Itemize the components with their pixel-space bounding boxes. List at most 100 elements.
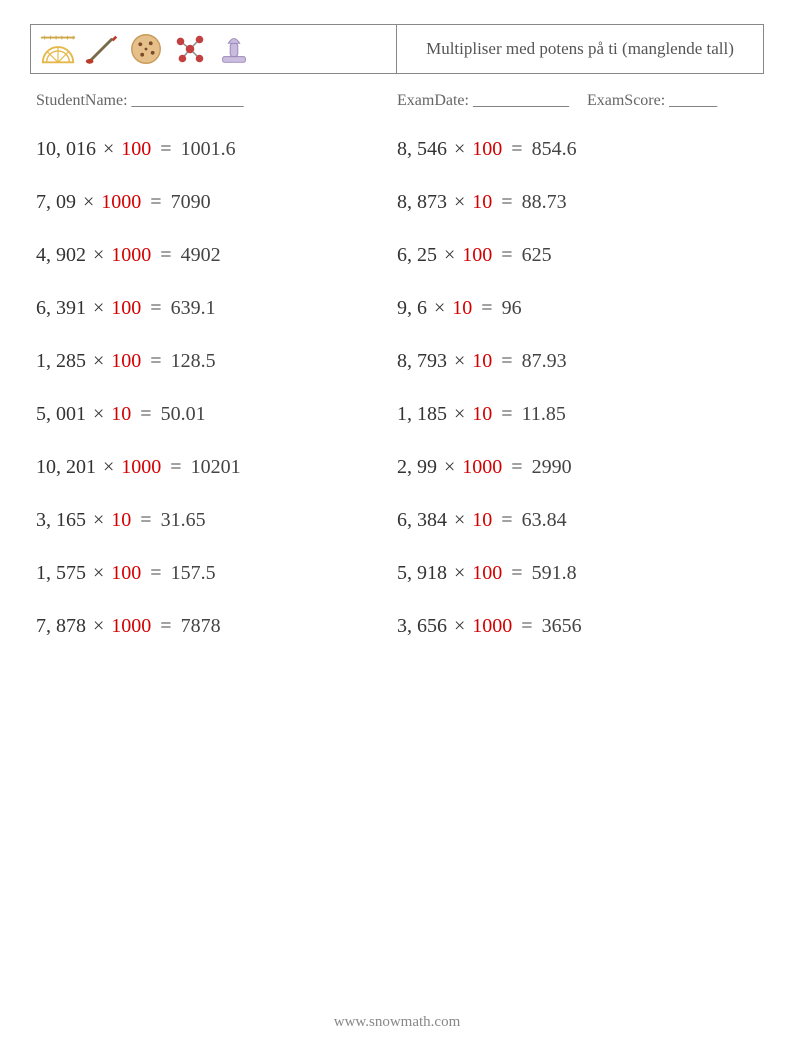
multiply-operator: ×	[452, 615, 472, 637]
result-value: 625	[522, 244, 552, 266]
result-value: 88.73	[522, 191, 567, 213]
power-of-ten: 10	[472, 403, 492, 425]
equals-sign: =	[141, 297, 170, 319]
power-of-ten: 100	[472, 562, 502, 584]
result-value: 2990	[532, 456, 572, 478]
power-of-ten: 100	[462, 244, 492, 266]
multiply-operator: ×	[452, 403, 472, 425]
equals-sign: =	[131, 403, 160, 425]
footer-url: www.snowmath.com	[0, 1014, 794, 1031]
power-of-ten: 10	[111, 403, 131, 425]
problems-column-left: 10, 016 × 100 = 1001.6 7, 09 × 1000 = 709…	[36, 138, 397, 638]
problem-row: 6, 391 × 100 = 639.1	[36, 297, 397, 320]
power-of-ten: 10	[472, 350, 492, 372]
power-of-ten: 10	[472, 191, 492, 213]
power-of-ten: 10	[472, 509, 492, 531]
multiply-operator: ×	[91, 509, 111, 531]
equals-sign: =	[141, 191, 170, 213]
multiply-operator: ×	[452, 509, 472, 531]
power-of-ten: 1000	[472, 615, 512, 637]
operand-a: 4, 902	[36, 244, 86, 266]
operand-a: 5, 918	[397, 562, 447, 584]
equals-sign: =	[492, 244, 521, 266]
power-of-ten: 10	[111, 509, 131, 531]
operand-a: 10, 016	[36, 138, 96, 160]
multiply-operator: ×	[452, 350, 472, 372]
multiply-operator: ×	[91, 615, 111, 637]
power-of-ten: 100	[111, 562, 141, 584]
problem-row: 3, 656 × 1000 = 3656	[397, 615, 758, 638]
problem-row: 1, 285 × 100 = 128.5	[36, 350, 397, 373]
result-value: 1001.6	[181, 138, 236, 160]
power-of-ten: 1000	[462, 456, 502, 478]
result-value: 10201	[191, 456, 241, 478]
equals-sign: =	[141, 350, 170, 372]
problem-row: 7, 09 × 1000 = 7090	[36, 191, 397, 214]
multiply-operator: ×	[101, 138, 121, 160]
equals-sign: =	[472, 297, 501, 319]
header-row: Multipliser med potens på ti (manglende …	[30, 24, 764, 74]
multiply-operator: ×	[91, 297, 111, 319]
multiply-operator: ×	[442, 456, 462, 478]
operand-a: 6, 391	[36, 297, 86, 319]
problem-row: 7, 878 × 1000 = 7878	[36, 615, 397, 638]
result-value: 157.5	[171, 562, 216, 584]
multiply-operator: ×	[91, 562, 111, 584]
multiply-operator: ×	[101, 456, 121, 478]
result-value: 50.01	[161, 403, 206, 425]
operand-a: 7, 878	[36, 615, 86, 637]
problem-row: 5, 918 × 100 = 591.8	[397, 562, 758, 585]
multiply-operator: ×	[81, 191, 101, 213]
exam-date-field: ExamDate: ____________	[397, 92, 569, 110]
problem-row: 3, 165 × 10 = 31.65	[36, 509, 397, 532]
problem-row: 8, 793 × 10 = 87.93	[397, 350, 758, 373]
header-icons	[31, 25, 397, 73]
protractor-icon	[39, 30, 77, 68]
equals-sign: =	[151, 244, 180, 266]
operand-a: 8, 873	[397, 191, 447, 213]
cookie-icon	[127, 30, 165, 68]
problem-row: 6, 25 × 100 = 625	[397, 244, 758, 267]
equals-sign: =	[512, 615, 541, 637]
result-value: 854.6	[532, 138, 577, 160]
result-value: 639.1	[171, 297, 216, 319]
equals-sign: =	[141, 562, 170, 584]
result-value: 591.8	[532, 562, 577, 584]
result-value: 4902	[181, 244, 221, 266]
multiply-operator: ×	[452, 562, 472, 584]
worksheet-title: Multipliser med potens på ti (manglende …	[397, 25, 763, 73]
equals-sign: =	[131, 509, 160, 531]
multiply-operator: ×	[91, 244, 111, 266]
problem-row: 8, 873 × 10 = 88.73	[397, 191, 758, 214]
equals-sign: =	[492, 191, 521, 213]
power-of-ten: 1000	[111, 615, 151, 637]
problem-row: 1, 185 × 10 = 11.85	[397, 403, 758, 426]
equals-sign: =	[502, 562, 531, 584]
exam-score-field: ExamScore: ______	[587, 92, 717, 110]
result-value: 3656	[542, 615, 582, 637]
result-value: 11.85	[522, 403, 566, 425]
operand-a: 10, 201	[36, 456, 96, 478]
stamp-icon	[215, 30, 253, 68]
result-value: 31.65	[161, 509, 206, 531]
result-value: 87.93	[522, 350, 567, 372]
problem-row: 10, 201 × 1000 = 10201	[36, 456, 397, 479]
power-of-ten: 100	[111, 297, 141, 319]
multiply-operator: ×	[432, 297, 452, 319]
operand-a: 3, 165	[36, 509, 86, 531]
result-value: 7878	[181, 615, 221, 637]
worksheet-page: Multipliser med potens på ti (manglende …	[0, 0, 794, 638]
power-of-ten: 1000	[121, 456, 161, 478]
problem-row: 8, 546 × 100 = 854.6	[397, 138, 758, 161]
problem-row: 6, 384 × 10 = 63.84	[397, 509, 758, 532]
multiply-operator: ×	[452, 191, 472, 213]
power-of-ten: 100	[121, 138, 151, 160]
power-of-ten: 1000	[101, 191, 141, 213]
equals-sign: =	[151, 138, 180, 160]
problem-row: 10, 016 × 100 = 1001.6	[36, 138, 397, 161]
operand-a: 6, 25	[397, 244, 437, 266]
result-value: 7090	[171, 191, 211, 213]
equals-sign: =	[502, 456, 531, 478]
multiply-operator: ×	[91, 403, 111, 425]
operand-a: 1, 575	[36, 562, 86, 584]
